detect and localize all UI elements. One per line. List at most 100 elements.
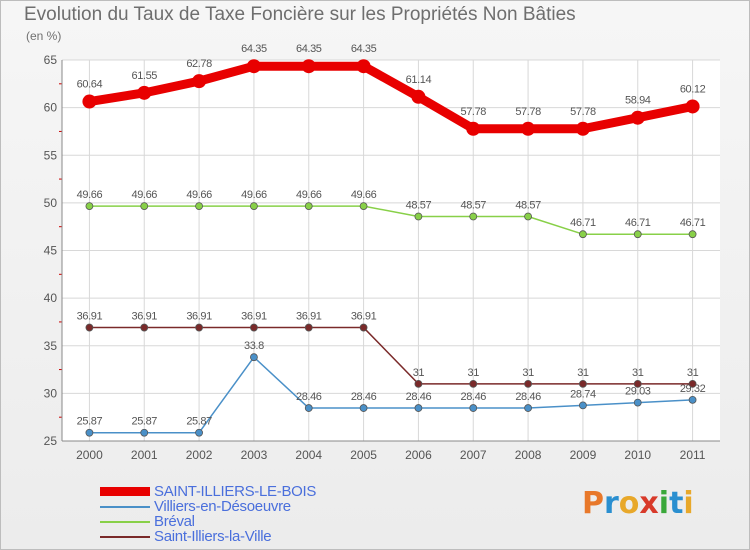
data-label: 36.91 xyxy=(77,311,103,323)
x-tick-label: 2001 xyxy=(131,448,158,462)
data-label: 28.46 xyxy=(406,391,432,403)
data-point xyxy=(414,379,423,388)
data-point xyxy=(524,379,532,388)
y-tick-label: 65 xyxy=(44,53,58,67)
data-label: 36.91 xyxy=(296,311,322,323)
legend-item: Bréval xyxy=(100,513,316,530)
legend-swatch-saint-illiers-le-bois xyxy=(100,487,150,496)
data-label: 64.35 xyxy=(351,43,377,55)
legend-label: Villiers-en-Désoeuvre xyxy=(154,498,291,515)
data-point xyxy=(195,323,203,332)
data-label: 57.78 xyxy=(570,106,596,118)
data-point xyxy=(140,323,149,332)
data-label: 28.46 xyxy=(351,391,377,403)
data-label: 49.66 xyxy=(241,189,267,201)
data-point xyxy=(359,202,368,211)
x-tick-label: 2010 xyxy=(624,448,651,462)
x-tick-label: 2007 xyxy=(460,448,487,462)
data-point xyxy=(195,202,203,211)
data-label: 36.91 xyxy=(186,311,212,323)
data-label: 58.94 xyxy=(625,95,651,107)
data-label: 62.78 xyxy=(186,58,212,70)
data-label: 28.46 xyxy=(460,391,486,403)
legend-item: Saint-Illiers-la-Ville xyxy=(100,528,316,545)
data-point xyxy=(633,379,642,388)
y-tick-label: 55 xyxy=(44,148,58,162)
data-label: 60.64 xyxy=(77,79,103,91)
data-point xyxy=(414,212,423,221)
chart-subtitle: (en %) xyxy=(26,29,62,43)
x-tick-label: 2002 xyxy=(186,448,213,462)
x-tick-label: 2004 xyxy=(295,448,322,462)
data-label: 25.87 xyxy=(186,416,212,428)
data-label: 48.57 xyxy=(515,199,541,211)
legend-item: Villiers-en-Désoeuvre xyxy=(100,498,316,515)
data-label: 36.91 xyxy=(351,311,377,323)
data-point xyxy=(304,323,313,332)
data-label: 49.66 xyxy=(351,189,377,201)
data-point xyxy=(466,121,481,136)
data-label: 49.66 xyxy=(77,189,103,201)
data-point xyxy=(304,404,313,412)
data-point xyxy=(630,110,645,125)
data-label: 28.46 xyxy=(515,391,541,403)
chart-title: Evolution du Taux de Taxe Foncière sur l… xyxy=(24,4,576,25)
data-point xyxy=(82,94,97,109)
data-point xyxy=(250,202,258,211)
legend-item: SAINT-ILLIERS-LE-BOIS xyxy=(100,483,317,500)
legend-swatch-saint-illiers-la-ville xyxy=(100,535,150,538)
series-line xyxy=(88,326,694,385)
series-line xyxy=(84,61,698,134)
data-point xyxy=(579,379,587,388)
data-point xyxy=(633,230,642,239)
data-point xyxy=(195,428,203,437)
data-label: 28.74 xyxy=(570,388,596,400)
data-label: 33.8 xyxy=(244,340,264,352)
data-label: 36.91 xyxy=(131,311,157,323)
data-point xyxy=(140,202,149,211)
data-point xyxy=(685,99,700,114)
data-label: 61.55 xyxy=(131,70,157,82)
data-label: 49.66 xyxy=(296,189,322,201)
data-label: 60.12 xyxy=(680,83,706,95)
data-point xyxy=(579,230,587,239)
legend: SAINT-ILLIERS-LE-BOIS Villiers-en-Désoeu… xyxy=(100,483,317,545)
data-point xyxy=(304,202,313,211)
data-label: 31 xyxy=(413,367,425,379)
y-tick-label: 50 xyxy=(44,196,58,210)
data-point xyxy=(359,323,368,332)
data-label: 48.57 xyxy=(406,199,432,211)
data-label: 46.71 xyxy=(625,217,651,229)
x-tick-label: 2000 xyxy=(76,448,103,462)
data-label: 61.14 xyxy=(406,74,432,86)
legend-swatch-breval xyxy=(100,520,150,523)
x-tick-label: 2005 xyxy=(350,448,377,462)
data-point xyxy=(356,59,371,74)
data-label: 46.71 xyxy=(570,217,596,229)
x-tick-label: 2006 xyxy=(405,448,432,462)
data-point xyxy=(140,428,149,437)
data-point xyxy=(414,404,423,412)
data-label: 31 xyxy=(632,367,644,379)
data-point xyxy=(688,230,697,239)
y-tick-label: 30 xyxy=(44,386,58,400)
legend-swatch-villiers xyxy=(100,505,150,508)
data-point xyxy=(469,404,478,412)
data-label: 29.03 xyxy=(625,386,651,398)
data-point xyxy=(137,85,152,100)
data-point xyxy=(524,212,532,221)
series-line xyxy=(88,356,694,434)
data-label: 64.35 xyxy=(241,43,267,55)
data-point xyxy=(688,379,697,388)
data-point xyxy=(575,121,590,136)
y-tick-label: 60 xyxy=(44,101,58,115)
x-tick-label: 2003 xyxy=(241,448,268,462)
data-label: 28.46 xyxy=(296,391,322,403)
legend-label: SAINT-ILLIERS-LE-BOIS xyxy=(154,483,317,500)
data-label: 29.32 xyxy=(680,383,706,395)
data-label: 49.66 xyxy=(186,189,212,201)
data-point xyxy=(85,428,94,437)
data-point xyxy=(250,353,258,362)
data-point xyxy=(521,121,536,136)
